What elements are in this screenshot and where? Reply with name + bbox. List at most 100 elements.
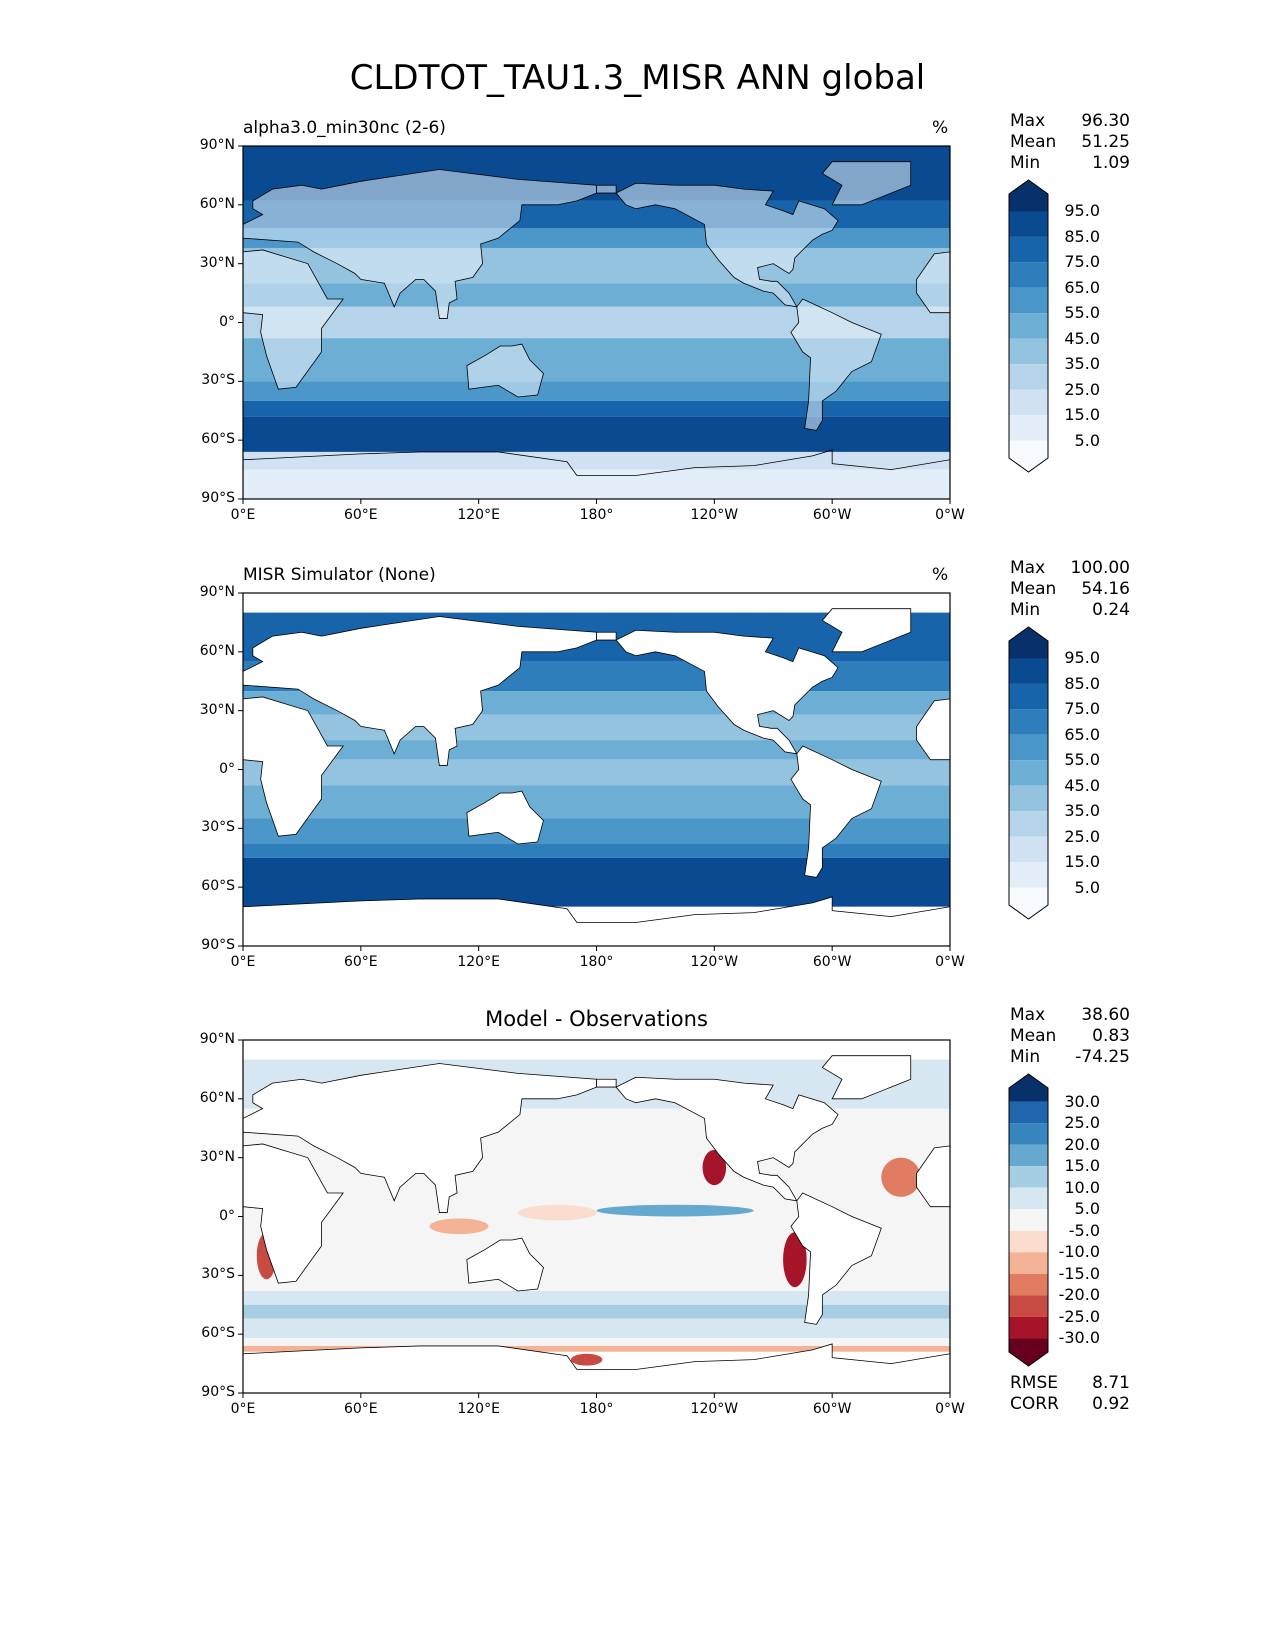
colorbar-tick-label: 95.0 — [1064, 648, 1100, 668]
y-tick-label: 90°N — [199, 137, 235, 153]
x-tick-label: 60°E — [343, 954, 378, 970]
colorbar-segment — [1009, 338, 1048, 365]
colorbar — [1008, 626, 1049, 920]
colorbar-tick-label: 45.0 — [1064, 775, 1100, 795]
colorbar-segment — [1009, 364, 1048, 390]
colorbar-extend-max — [1009, 627, 1048, 659]
coastline-namerica — [615, 629, 839, 755]
coastline-chukotka — [596, 184, 617, 194]
colorbar-segment — [1009, 1187, 1048, 1210]
stat-value: 96.30 — [1081, 111, 1130, 131]
stat-value: 38.60 — [1081, 1005, 1130, 1025]
y-tick-label: 90°N — [199, 1031, 235, 1047]
colorbar-segment — [1009, 211, 1048, 237]
colorbar-extend-min — [1009, 887, 1048, 919]
colorbar-segment — [1009, 415, 1048, 441]
x-tick-label: 120°E — [457, 1401, 500, 1417]
coastline-australia — [466, 790, 544, 845]
colorbar-tick-label: 95.0 — [1064, 201, 1100, 221]
stat-label: Min — [1010, 153, 1041, 173]
colorbar-segment — [1009, 836, 1048, 863]
contour-anomaly — [429, 1218, 489, 1235]
colorbar-tick-label: 20.0 — [1064, 1134, 1100, 1154]
x-tick-label: 60°W — [812, 954, 852, 970]
y-tick-label: 90°N — [199, 584, 235, 600]
colorbar-segment — [1009, 1230, 1048, 1253]
contour-band — [243, 469, 950, 499]
coastline-namerica — [615, 182, 839, 308]
y-tick-label: 30°S — [201, 372, 235, 389]
coastline-eurasia — [243, 616, 597, 766]
coastline-antarctica — [243, 896, 950, 946]
y-tick-label: 90°S — [201, 1384, 235, 1400]
stat-value: -74.25 — [1075, 1047, 1130, 1067]
coastline-samerica — [790, 298, 882, 431]
colorbar-segment — [1009, 760, 1048, 786]
colorbar-segment — [1009, 1209, 1048, 1231]
coastline-greenland — [821, 161, 912, 206]
colorbar-tick-label: -15.0 — [1058, 1263, 1100, 1283]
coastline-chukotka — [596, 631, 617, 641]
stat-value: 8.71 — [1092, 1373, 1130, 1393]
contour-band — [243, 740, 950, 760]
colorbar-tick-label: 55.0 — [1064, 303, 1100, 323]
panel-left-title: MISR Simulator (None) — [243, 565, 436, 585]
colorbar-tick-label: 85.0 — [1064, 226, 1100, 246]
coastline-australia — [466, 343, 544, 398]
colorbar-tick-label: 35.0 — [1064, 354, 1100, 374]
x-tick-label: 0°E — [230, 507, 256, 523]
colorbar-tick-label: -20.0 — [1058, 1285, 1100, 1305]
colorbar-outline — [1008, 179, 1049, 473]
coastline-greenland — [821, 1055, 912, 1100]
contour-band — [243, 1304, 950, 1319]
y-tick-label: 90°S — [201, 937, 235, 953]
x-tick-label: 180° — [579, 954, 614, 970]
figure-title: CLDTOT_TAU1.3_MISR ANN global — [349, 58, 926, 98]
y-tick-label: 60°N — [199, 1089, 235, 1106]
y-tick-label: 0° — [219, 313, 235, 330]
stat-label: Max — [1010, 1005, 1046, 1025]
stat-value: 1.09 — [1092, 153, 1130, 173]
colorbar-tick-label: 65.0 — [1064, 277, 1100, 297]
colorbar-segment — [1009, 313, 1048, 339]
x-tick-label: 120°E — [457, 507, 500, 523]
x-tick-label: 180° — [579, 1401, 614, 1417]
coastline-wafrica — [916, 698, 950, 761]
x-tick-label: 120°W — [690, 507, 739, 523]
contour-band — [243, 451, 950, 470]
y-tick-label: 60°N — [199, 642, 235, 659]
colorbar-segment — [1009, 811, 1048, 837]
coastline-eurasia — [243, 169, 597, 319]
contour-band — [243, 593, 950, 613]
y-tick-label: 0° — [219, 760, 235, 777]
y-tick-label: 90°S — [201, 490, 235, 506]
colorbar-segment — [1009, 1166, 1048, 1188]
contour-anomaly — [596, 1204, 754, 1217]
y-tick-label: 60°N — [199, 195, 235, 212]
colorbar-segment — [1009, 683, 1048, 710]
colorbar-tick-label: 25.0 — [1064, 379, 1100, 399]
coastline-eurasia — [243, 1063, 597, 1213]
coastline-samerica — [790, 1192, 882, 1325]
contour-band — [243, 416, 950, 452]
coastline-antarctica — [243, 1343, 950, 1393]
contour-anomaly — [517, 1204, 597, 1221]
colorbar-tick-label: 15.0 — [1064, 405, 1100, 425]
colorbar-segment — [1009, 1252, 1048, 1274]
coastline-africa — [243, 696, 344, 837]
colorbar — [1008, 179, 1049, 473]
colorbar-tick-label: 75.0 — [1064, 699, 1100, 719]
x-tick-label: 0°E — [230, 954, 256, 970]
stat-label: RMSE — [1010, 1373, 1059, 1393]
map-panel-1 — [238, 145, 1049, 504]
map-panel-2 — [238, 592, 1049, 951]
colorbar-segment — [1009, 1144, 1048, 1167]
coastline-wafrica — [916, 1145, 950, 1208]
colorbar-segment — [1009, 1316, 1048, 1339]
contour-field — [243, 593, 950, 946]
x-tick-label: 120°W — [690, 1401, 739, 1417]
map-panel-3 — [238, 1039, 1049, 1398]
colorbar-segment — [1009, 236, 1048, 263]
contour-anomaly — [702, 1149, 727, 1186]
